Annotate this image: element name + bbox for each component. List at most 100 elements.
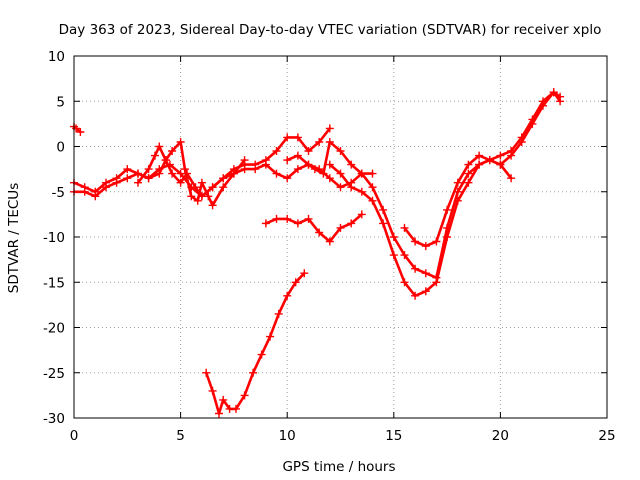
data-point [76,128,85,136]
data-point [300,269,309,278]
x-axis-label: GPS time / hours [282,459,395,475]
data-point [336,169,345,178]
y-tick-label: 10 [48,49,65,65]
series-arc-2 [70,124,334,201]
data-point [80,183,89,192]
series-arc-8 [261,210,366,246]
data-point [155,142,164,151]
data-point [464,169,473,178]
y-tick-label: -15 [43,275,65,291]
y-axis-label: SDTVAR / TECUs [6,183,22,293]
data-point [464,160,473,169]
data-point [357,169,366,178]
data-point [161,156,170,165]
data-point [336,147,345,155]
y-tick-label: -20 [43,321,65,337]
x-tick-label: 0 [70,428,79,444]
data-point [325,124,334,133]
x-tick-label: 15 [385,428,402,444]
data-point [325,160,334,169]
data-point [144,165,153,174]
data-point [240,165,249,174]
data-point [485,156,494,165]
data-point [91,187,100,196]
data-point [325,174,334,183]
data-point [274,309,283,318]
data-point [315,228,324,237]
data-point [283,174,292,183]
data-point [464,178,473,187]
series-arc-6 [325,88,565,300]
data-point [215,409,223,418]
data-point [291,278,300,287]
data-point [229,169,238,178]
data-point [432,237,441,246]
grid [74,56,607,418]
data-point [251,165,260,174]
series-line [285,140,513,280]
data-point [180,165,189,174]
data-point [176,169,185,178]
data-point [325,237,334,246]
data-point [357,210,366,219]
data-point [219,174,228,183]
data-point [155,165,164,174]
series-line [403,90,562,248]
data-point [144,174,153,183]
data-point [134,169,142,178]
data-point [325,138,334,146]
data-point [283,156,292,165]
data-point [475,160,484,169]
data-point [134,178,142,187]
data-point [272,169,281,178]
data-point [202,368,211,377]
y-tick-label: 0 [56,140,65,156]
data-point [304,160,313,169]
data-point [400,251,409,260]
data-point [421,287,430,296]
series-arc-1 [70,122,85,136]
x-tick-label: 25 [598,428,615,444]
data-point [411,291,420,300]
x-tick-label: 20 [492,428,509,444]
data-point [556,97,565,106]
data-point [347,219,356,228]
data-point [232,404,240,413]
data-point [72,124,81,133]
series-line [136,140,246,207]
series-arc-5 [283,138,516,282]
data-point [336,183,345,192]
data-point [176,178,185,187]
data-point [443,233,452,241]
chart-title: Day 363 of 2023, Sidereal Day-to-day VTE… [59,22,602,38]
y-tick-label: -25 [43,366,65,382]
data-point [453,196,462,205]
data-point [507,151,516,160]
data-point [368,169,377,178]
data-point [219,183,228,192]
data-point [475,151,484,160]
data-series [70,88,565,418]
data-point [347,183,356,192]
series-arc-4 [134,138,249,210]
data-point [102,178,110,187]
data-point [400,278,409,287]
plot-frame [73,55,608,419]
data-point [204,192,213,201]
data-point [240,391,249,400]
data-point [197,178,206,187]
data-point [266,332,275,341]
data-point [421,242,430,251]
y-tick-label: 5 [56,94,65,110]
data-point [283,214,292,223]
series-line [328,90,562,298]
data-point [208,183,217,192]
data-point [187,192,196,201]
data-point [539,101,547,110]
data-point [379,219,388,228]
data-point [368,183,377,192]
data-point [315,138,324,146]
data-point [261,160,270,169]
data-point [304,147,313,155]
data-point [389,233,398,241]
